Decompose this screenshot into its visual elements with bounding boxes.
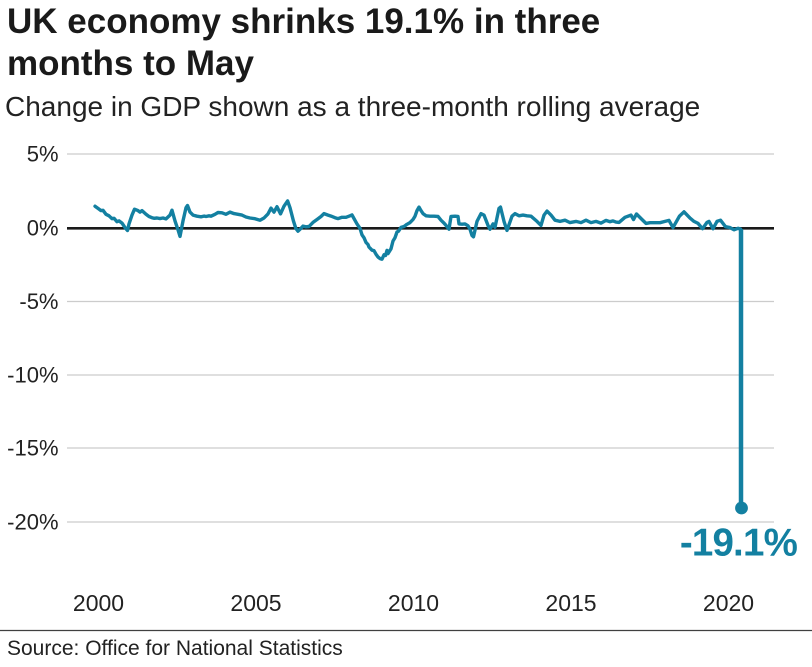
svg-text:-15%: -15% xyxy=(7,436,58,461)
svg-text:-5%: -5% xyxy=(19,289,58,314)
svg-text:5%: 5% xyxy=(27,142,59,167)
svg-text:UK economy shrinks 19.1% in th: UK economy shrinks 19.1% in three xyxy=(7,2,600,41)
svg-text:Source: Office for National St: Source: Office for National Statistics xyxy=(7,637,343,660)
svg-text:months to May: months to May xyxy=(7,44,254,83)
svg-text:2005: 2005 xyxy=(230,590,281,616)
svg-text:0%: 0% xyxy=(27,216,59,241)
svg-text:Change in GDP shown as a three: Change in GDP shown as a three-month rol… xyxy=(5,91,700,122)
svg-text:-20%: -20% xyxy=(7,510,58,535)
svg-text:-19.1%: -19.1% xyxy=(680,522,798,565)
svg-text:2020: 2020 xyxy=(703,590,754,616)
svg-text:2010: 2010 xyxy=(388,590,439,616)
svg-text:2015: 2015 xyxy=(545,590,596,616)
svg-text:-10%: -10% xyxy=(7,363,58,388)
svg-text:2000: 2000 xyxy=(73,590,124,616)
